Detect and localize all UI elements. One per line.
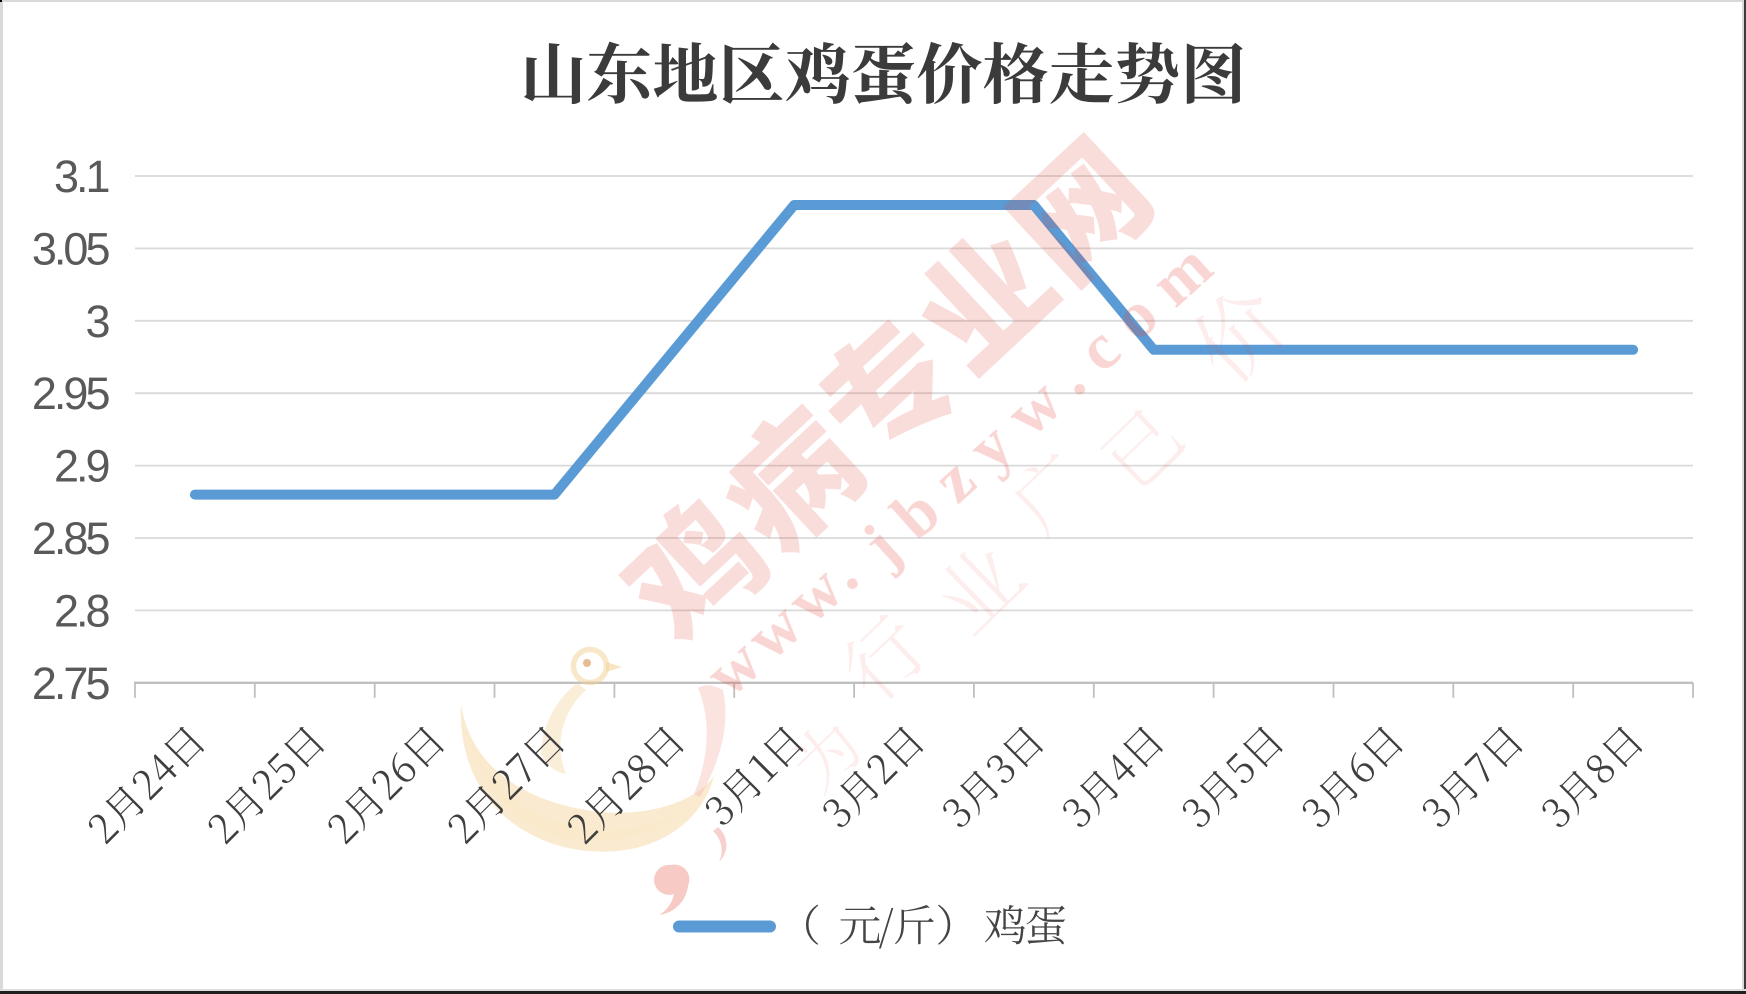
svg-text:3: 3	[85, 296, 109, 347]
svg-text:2.9: 2.9	[54, 441, 109, 492]
svg-text:2.8: 2.8	[54, 585, 110, 636]
svg-text:3.1: 3.1	[54, 151, 109, 202]
svg-text:2.75: 2.75	[32, 658, 110, 709]
svg-text:2.95: 2.95	[32, 368, 110, 419]
svg-text:2.85: 2.85	[32, 513, 110, 564]
svg-text:3.05: 3.05	[32, 223, 110, 274]
svg-text:jbzyw.com: jbzyw.com	[847, 217, 1239, 580]
